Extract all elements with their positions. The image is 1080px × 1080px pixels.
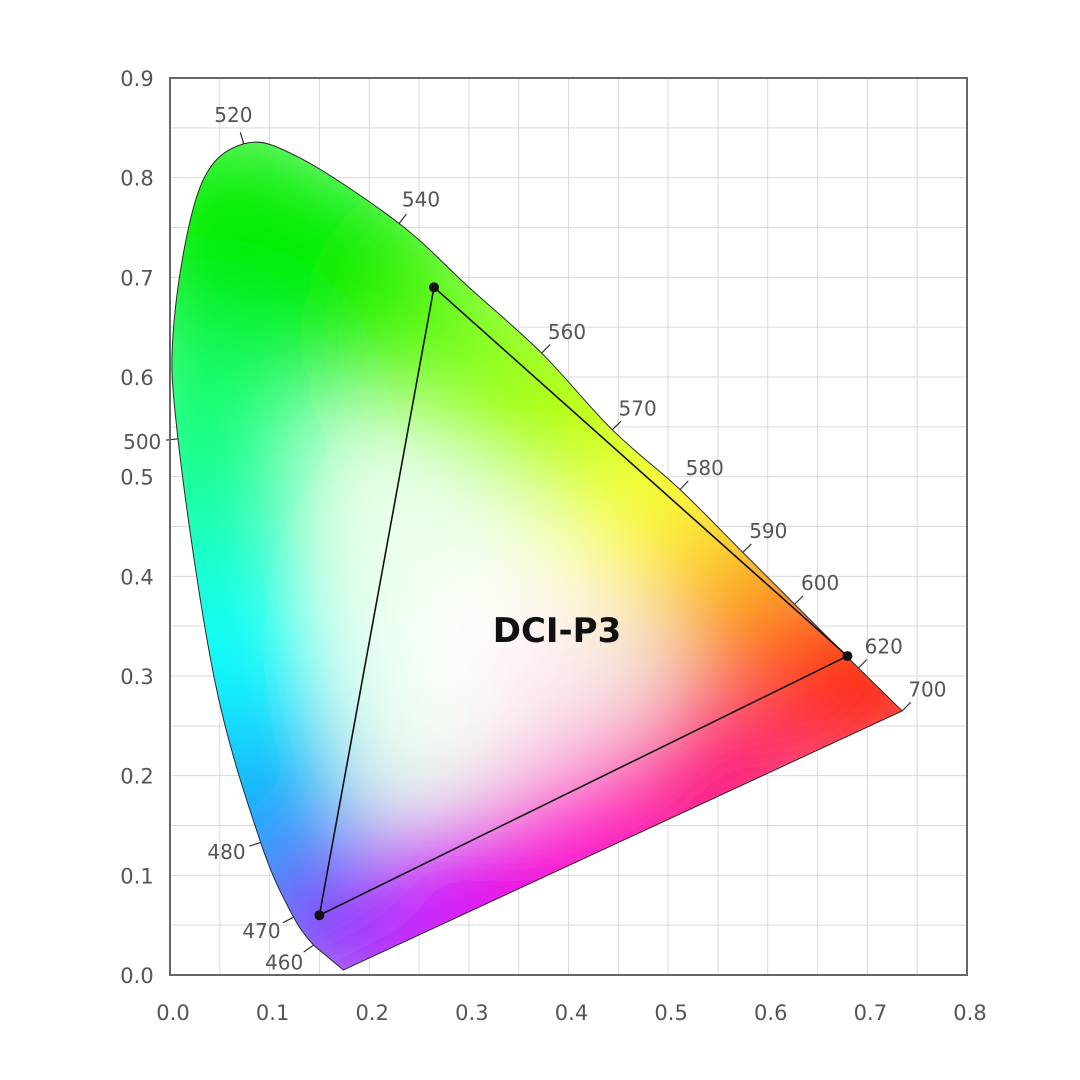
x-tick-label: 0.5 [654, 1001, 687, 1025]
gamut-primary-point [842, 651, 853, 662]
wavelength-label: 560 [548, 320, 586, 344]
gamut-label: DCI-P3 [493, 611, 622, 651]
y-tick-label: 0.6 [120, 366, 153, 390]
wavelength-label: 500 [123, 430, 161, 454]
wavelength-label: 580 [686, 456, 724, 480]
x-tick-label: 0.7 [854, 1001, 887, 1025]
x-tick-label: 0.8 [953, 1001, 986, 1025]
wavelength-label: 590 [749, 519, 787, 543]
color-blob [171, 336, 290, 517]
wavelength-label: 460 [265, 951, 303, 975]
wavelength-label: 620 [865, 635, 903, 659]
wavelength-label: 700 [908, 677, 946, 701]
wavelength-tick [857, 659, 868, 669]
wavelength-tick [901, 701, 912, 712]
wavelength-tick [794, 595, 804, 605]
y-tick-label: 0.0 [120, 964, 153, 988]
y-tick-label: 0.9 [120, 67, 153, 91]
y-tick-label: 0.3 [120, 665, 153, 689]
x-tick-label: 0.1 [256, 1001, 289, 1025]
wavelength-label: 520 [214, 103, 252, 127]
x-tick-labels: 0.0 0.1 0.2 0.3 0.4 0.5 0.6 0.7 0.8 [156, 1001, 986, 1025]
x-tick-label: 0.4 [555, 1001, 588, 1025]
y-tick-label: 0.5 [120, 466, 153, 490]
gamut-primary-point [314, 910, 325, 921]
wavelength-tick [303, 944, 314, 953]
gamut-triangle [314, 282, 853, 921]
wavelength-label: 480 [207, 840, 245, 864]
y-tick-label: 0.4 [120, 565, 153, 589]
wavelength-tick [239, 132, 245, 144]
wavelength-label: 570 [619, 396, 657, 420]
y-tick-label: 0.2 [120, 765, 153, 789]
wavelength-tick [398, 213, 407, 224]
wavelength-tick [679, 480, 689, 491]
wavelength-tick [282, 916, 294, 924]
spectral-locus-outline [171, 141, 904, 971]
wavelength-tick [249, 841, 261, 847]
y-tick-label: 0.1 [120, 864, 153, 888]
color-blob [508, 616, 629, 736]
wavelength-label: 470 [242, 919, 280, 943]
wavelength-tick [742, 543, 752, 553]
x-tick-label: 0.0 [156, 1001, 189, 1025]
y-tick-label: 0.7 [120, 266, 153, 290]
gamut-primary-point [429, 282, 440, 293]
x-tick-label: 0.2 [356, 1001, 389, 1025]
wavelength-tick [611, 420, 622, 431]
wavelength-label: 600 [801, 571, 839, 595]
wavelength-tick [165, 438, 179, 441]
x-tick-label: 0.6 [754, 1001, 787, 1025]
plot-frame [169, 77, 968, 976]
wavelength-label: 540 [402, 188, 440, 212]
x-tick-label: 0.3 [455, 1001, 488, 1025]
gamut-outline [318, 285, 849, 917]
wavelength-tick [541, 344, 551, 354]
y-tick-labels: 0.0 0.1 0.2 0.3 0.4 0.5 0.6 0.7 0.8 0.9 [120, 67, 153, 988]
y-tick-label: 0.8 [120, 167, 153, 191]
